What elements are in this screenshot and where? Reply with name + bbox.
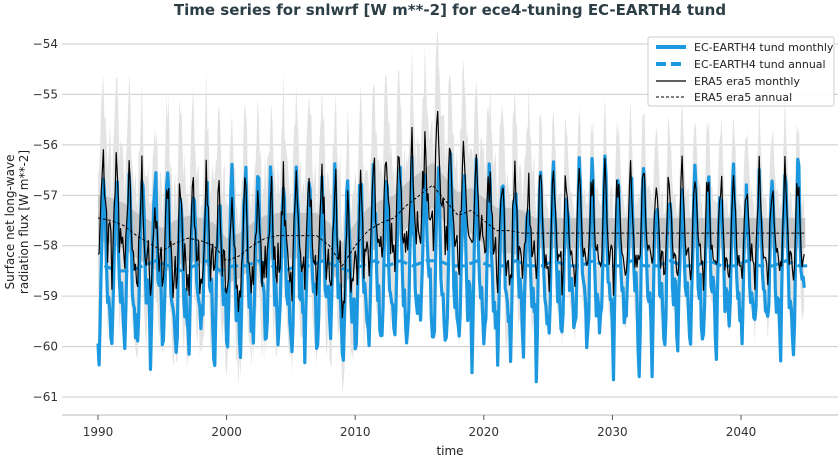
- y-tick-label: −60: [33, 340, 58, 354]
- y-tick-label: −54: [33, 37, 58, 51]
- legend: EC-EARTH4 tund monthly EC-EARTH4 tund an…: [647, 36, 835, 107]
- legend-box: [647, 36, 835, 107]
- x-tick-label: 2040: [726, 425, 757, 439]
- y-tick-label: −55: [33, 87, 58, 101]
- series-line-obs-monthly: [97, 110, 805, 319]
- legend-label: ERA5 era5 annual: [694, 91, 792, 104]
- legend-label: ERA5 era5 monthly: [694, 75, 800, 88]
- y-axis-label-line2: radiation flux [W m**-2]: [17, 150, 31, 294]
- y-tick-label: −59: [33, 289, 58, 303]
- y-tick-label: −61: [33, 390, 58, 404]
- legend-label: EC-EARTH4 tund monthly: [694, 41, 834, 54]
- x-tick-label: 2020: [469, 425, 500, 439]
- y-tick-label: −56: [33, 138, 58, 152]
- x-tick-label: 2030: [597, 425, 628, 439]
- y-tick-label: −57: [33, 188, 58, 202]
- chart-title: Time series for snlwrf [W m**-2] for ece…: [174, 1, 726, 19]
- x-tick-label: 2010: [340, 425, 371, 439]
- axes: −54 −55 −56 −57 −58 −59 −60 −61 1990 2000 2010 2020…: [33, 37, 838, 439]
- x-tick-label: 2000: [211, 425, 242, 439]
- x-axis-label: time: [436, 444, 463, 457]
- y-axis-label-line1: Surface net long-wave: [3, 155, 17, 290]
- y-tick-label: −58: [33, 239, 58, 253]
- series-line-obs-annual: [97, 184, 806, 267]
- x-tick-label: 1990: [83, 425, 114, 439]
- legend-label: EC-EARTH4 tund annual: [694, 58, 826, 71]
- series-lines: [96, 110, 812, 384]
